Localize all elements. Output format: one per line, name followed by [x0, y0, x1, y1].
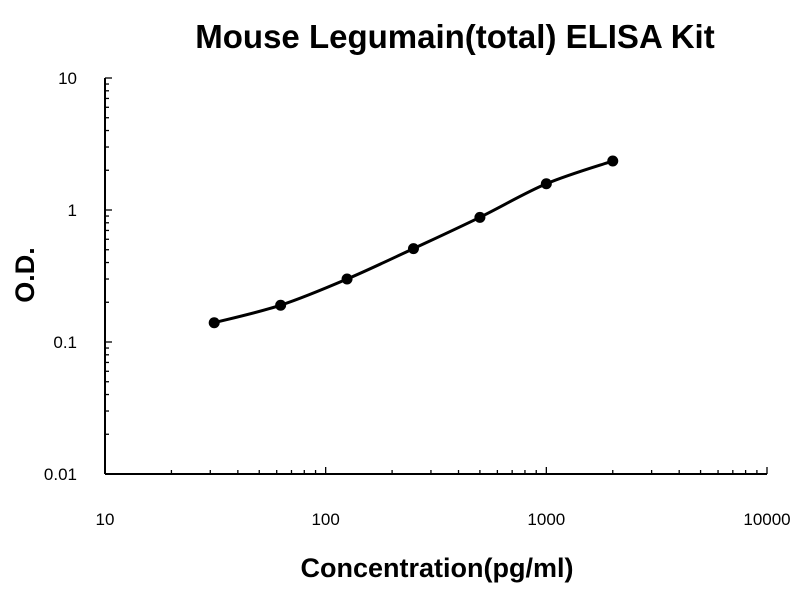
data-point [341, 273, 353, 285]
x-tick-label: 1000 [527, 510, 565, 529]
x-tick-label: 10000 [743, 510, 790, 529]
data-point [407, 243, 419, 255]
data-point [275, 299, 287, 311]
data-point [208, 317, 220, 329]
y-tick-label: 1 [68, 201, 77, 220]
data-point [607, 155, 619, 167]
data-point [474, 211, 486, 223]
x-axis-title: Concentration(pg/ml) [301, 553, 574, 583]
y-tick-label: 0.1 [53, 333, 77, 352]
standard-curve-line [213, 159, 614, 325]
data-point [540, 178, 552, 190]
plot-area [208, 155, 619, 329]
y-axis-title: O.D. [10, 247, 40, 303]
y-tick-label: 10 [58, 69, 77, 88]
chart-title: Mouse Legumain(total) ELISA Kit [195, 18, 714, 55]
x-tick-label: 10 [96, 510, 115, 529]
ticks [104, 77, 768, 475]
axes [104, 78, 767, 475]
tick-labels: 10 100 1000 10000 0.01 0.1 1 10 [44, 69, 791, 529]
x-tick-label: 100 [311, 510, 339, 529]
y-tick-label: 0.01 [44, 465, 77, 484]
